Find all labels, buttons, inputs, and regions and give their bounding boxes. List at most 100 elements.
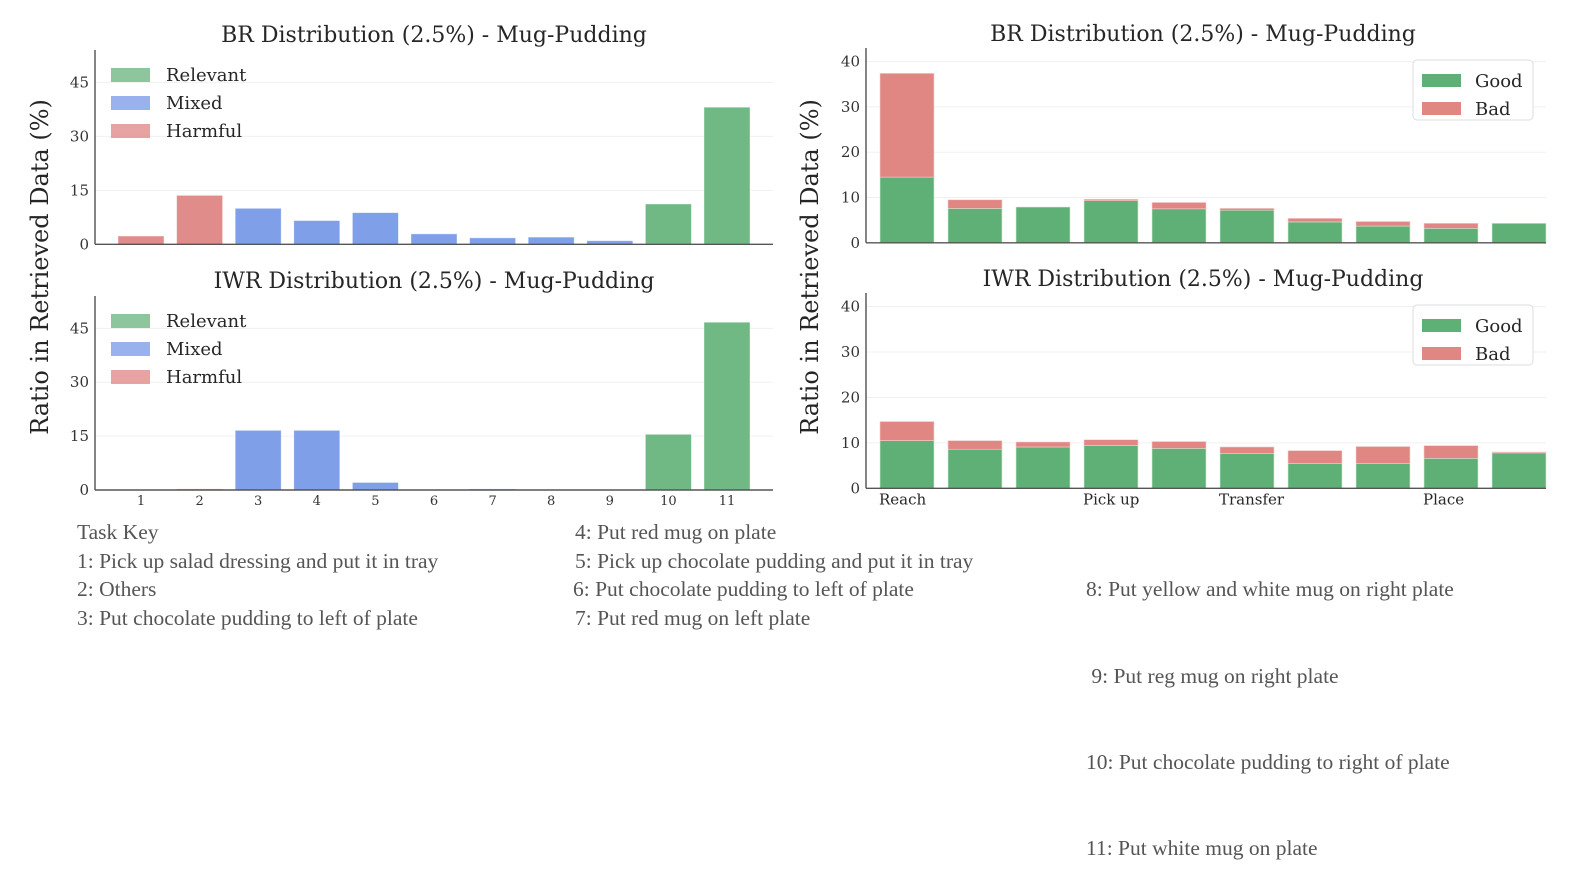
bar-mixed — [235, 430, 281, 490]
legend-label: Relevant — [166, 311, 247, 332]
legend-swatch-mixed — [111, 96, 150, 110]
y-tick-label: 40 — [841, 53, 860, 71]
chart-title: IWR Distribution (2.5%) - Mug-Pudding — [983, 267, 1424, 292]
bar-bad — [880, 73, 934, 177]
y-tick-label: 10 — [841, 188, 860, 206]
y-tick-label: 40 — [841, 298, 860, 316]
chart-iwr-quality: IWR Distribution (2.5%) - Mug-Pudding 0 10… — [841, 267, 1546, 508]
x-phase-label: Pick up — [1083, 490, 1139, 508]
task-key-item: 3: Put chocolate pudding to left of plat… — [77, 604, 438, 633]
bar-bad — [1356, 447, 1410, 464]
bar-bad — [1288, 218, 1342, 222]
task-key-item: 9: Put reg mug on right plate — [1086, 662, 1454, 691]
bar-good — [1152, 209, 1206, 243]
y-tick-label: 20 — [841, 388, 860, 406]
bar-harmful — [177, 195, 223, 244]
x-tick-label: 10 — [660, 494, 677, 509]
bar-bad — [1220, 208, 1274, 210]
bar-good — [1356, 463, 1410, 488]
bar-good — [1492, 453, 1546, 488]
y-tick-label: 15 — [70, 181, 89, 199]
task-key-heading: Task Key — [77, 518, 438, 547]
bar-bad — [1084, 440, 1138, 446]
legend-swatch-relevant — [111, 68, 150, 82]
bar-relevant — [645, 434, 691, 490]
legend-label: Harmful — [166, 367, 242, 388]
task-key-item: 7: Put red mug on left plate — [575, 604, 973, 633]
bar-good — [1220, 453, 1274, 488]
task-key-item: 11: Put white mug on plate — [1086, 834, 1454, 863]
y-tick-label: 30 — [841, 343, 860, 361]
y-tick-label: 0 — [79, 235, 89, 253]
bar-good — [1152, 448, 1206, 488]
task-key-column-1: Task Key 1: Pick up salad dressing and p… — [77, 518, 438, 633]
task-key-item: 2: Others — [77, 575, 438, 604]
bar-mixed — [352, 482, 398, 490]
x-tick-label: 4 — [313, 494, 321, 509]
bar-bad — [1152, 202, 1206, 208]
bar-good — [1492, 223, 1546, 242]
legend-swatch-harmful — [111, 370, 150, 384]
legend-swatch-harmful — [111, 124, 150, 138]
x-tick-label: 6 — [430, 494, 438, 509]
bar-relevant — [704, 107, 750, 244]
legend-swatch-bad — [1422, 102, 1461, 115]
x-phase-label: Place — [1423, 490, 1464, 508]
bar-relevant — [645, 204, 691, 244]
task-key-item: 6: Put chocolate pudding to left of plat… — [573, 575, 973, 604]
bar-good — [880, 177, 934, 243]
x-tick-label: 8 — [547, 494, 555, 509]
bar-bad — [880, 422, 934, 441]
bar-mixed — [352, 213, 398, 245]
y-tick-label: 0 — [850, 479, 860, 497]
y-tick-label: 0 — [850, 234, 860, 252]
bar-bad — [1016, 442, 1070, 447]
legend-label: Mixed — [166, 339, 223, 360]
x-tick-label: 3 — [254, 494, 262, 509]
chart-iwr-category: IWR Distribution (2.5%) - Mug-Pudding015… — [70, 269, 773, 509]
bar-bad — [1492, 452, 1546, 453]
legend-swatch-relevant — [111, 314, 150, 328]
x-tick-label: 1 — [137, 494, 145, 509]
bar-mixed — [294, 430, 340, 490]
bar-bad — [948, 200, 1002, 209]
bar-bad — [948, 441, 1002, 450]
bar-mixed — [470, 238, 516, 244]
y-tick-label: 20 — [841, 143, 860, 161]
legend-label: Harmful — [166, 121, 242, 142]
legend-label: Bad — [1475, 99, 1510, 120]
y-axis-label-left: Ratio in Retrieved Data (%) — [26, 99, 54, 435]
legend-swatch-mixed — [111, 342, 150, 356]
bar-good — [1288, 222, 1342, 243]
bar-bad — [1288, 451, 1342, 464]
bar-good — [1084, 201, 1138, 243]
chart-title: BR Distribution (2.5%) - Mug-Pudding — [221, 23, 647, 48]
task-key-item: 1: Pick up salad dressing and put it in … — [77, 547, 438, 576]
legend-label: Good — [1475, 71, 1523, 92]
legend-swatch-good — [1422, 74, 1461, 87]
bar-good — [1220, 210, 1274, 243]
task-key-item: 4: Put red mug on plate — [575, 518, 973, 547]
bar-harmful — [118, 236, 164, 244]
legend-label: Bad — [1475, 344, 1510, 365]
bar-bad — [1084, 199, 1138, 200]
y-tick-label: 45 — [70, 73, 89, 91]
x-phase-label: Transfer — [1219, 490, 1285, 508]
y-tick-label: 0 — [79, 481, 89, 499]
bar-mixed — [294, 221, 340, 245]
legend-label: Relevant — [166, 65, 247, 86]
y-axis-label-right: Ratio in Retrieved Data (%) — [796, 99, 824, 435]
bar-bad — [1220, 447, 1274, 453]
y-tick-label: 10 — [841, 434, 860, 452]
bar-mixed — [235, 208, 281, 244]
legend-swatch-good — [1422, 319, 1461, 332]
bar-mixed — [411, 234, 457, 244]
task-key-column-3: 8: Put yellow and white mug on right pla… — [1086, 518, 1454, 891]
task-key-item: 8: Put yellow and white mug on right pla… — [1086, 575, 1454, 604]
task-key-column-2: 4: Put red mug on plate 5: Pick up choco… — [575, 518, 973, 633]
bar-good — [1016, 207, 1070, 243]
task-key-item: 10: Put chocolate pudding to right of pl… — [1086, 748, 1454, 777]
x-tick-label: 2 — [195, 494, 203, 509]
x-tick-label: 5 — [371, 494, 379, 509]
x-tick-label: 7 — [488, 494, 496, 509]
